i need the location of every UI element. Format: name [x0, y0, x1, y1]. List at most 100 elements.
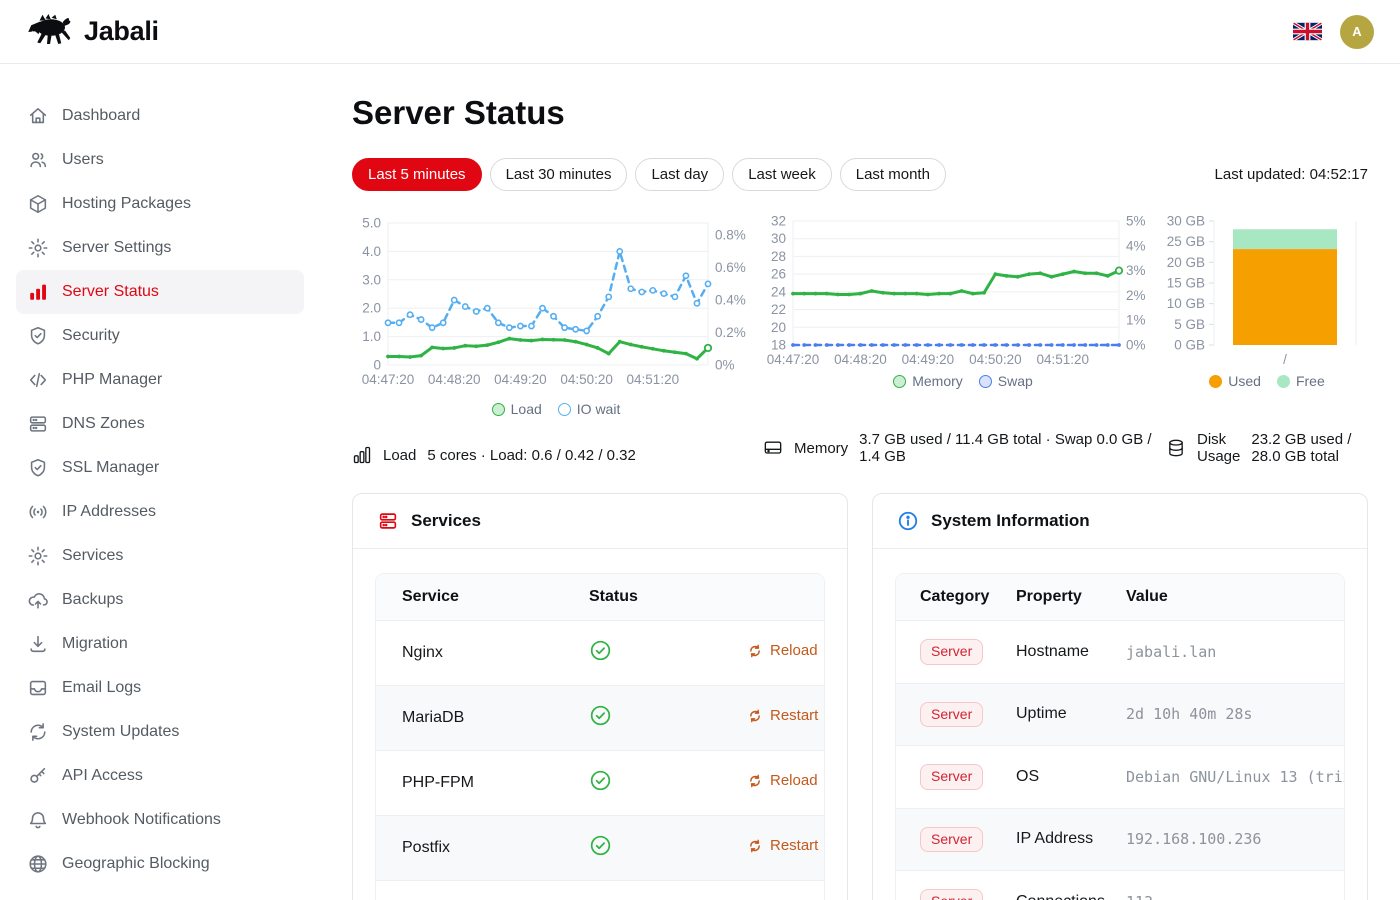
- svg-text:3.0: 3.0: [362, 272, 381, 287]
- sidebar-item-api-access[interactable]: API Access: [16, 754, 304, 798]
- property-value: jabali.lan: [1126, 621, 1344, 684]
- svg-text:0: 0: [373, 358, 381, 373]
- svg-text:0.4%: 0.4%: [715, 293, 746, 308]
- memory-chart-legend-memory[interactable]: Memory: [893, 373, 963, 389]
- sidebar-item-ssl-manager[interactable]: SSL Manager: [16, 446, 304, 490]
- metric-label: Disk Usage: [1197, 431, 1240, 465]
- status-running: [589, 639, 612, 662]
- info-circle-icon: [897, 510, 919, 532]
- sidebar-item-services[interactable]: Services: [16, 534, 304, 578]
- sidebar-item-server-status[interactable]: Server Status: [16, 270, 304, 314]
- svg-text:04:49:20: 04:49:20: [902, 352, 955, 367]
- check-circle-icon: [589, 704, 612, 727]
- download-icon: [27, 633, 49, 655]
- svg-text:2%: 2%: [1126, 288, 1146, 303]
- sidebar-item-geographic-blocking[interactable]: Geographic Blocking: [16, 842, 304, 886]
- brand[interactable]: Jabali: [26, 12, 159, 51]
- navbar: Jabali A: [0, 0, 1400, 64]
- svg-text:0%: 0%: [1126, 338, 1146, 353]
- memory-metric: Memory3.7 GB used / 11.4 GB total · Swap…: [763, 431, 1163, 465]
- refresh-small-icon: [747, 643, 763, 659]
- globe-icon: [27, 853, 49, 875]
- sidebar-item-users[interactable]: Users: [16, 138, 304, 182]
- disk-chart-legend-used[interactable]: Used: [1209, 373, 1261, 389]
- time-range-last-day[interactable]: Last day: [635, 158, 724, 191]
- reload-php-fpm-button[interactable]: Reload: [747, 772, 818, 789]
- category-badge: Server: [920, 827, 983, 853]
- restart-postfix-button[interactable]: Restart: [747, 837, 818, 854]
- svg-text:0%: 0%: [715, 358, 735, 373]
- svg-text:5%: 5%: [1126, 214, 1146, 229]
- sidebar-item-label: Server Status: [62, 283, 159, 301]
- load-chart: 5.04.03.02.01.000.8%0.6%0.4%0.2%0%04:47:…: [352, 213, 760, 391]
- svg-text:0.8%: 0.8%: [715, 228, 746, 243]
- services-card-header: Services: [353, 494, 847, 549]
- property-value: 2d 10h 40m 28s: [1126, 683, 1344, 746]
- sidebar-item-dns-zones[interactable]: DNS Zones: [16, 402, 304, 446]
- avatar[interactable]: A: [1340, 15, 1374, 49]
- sidebar-item-ip-addresses[interactable]: IP Addresses: [16, 490, 304, 534]
- refresh-small-icon: [747, 838, 763, 854]
- sidebar-item-php-manager[interactable]: PHP Manager: [16, 358, 304, 402]
- metric-value: 5 cores · Load: 0.6 / 0.42 / 0.32: [427, 447, 635, 464]
- sidebar-item-email-logs[interactable]: Email Logs: [16, 666, 304, 710]
- action-label: Reload: [770, 772, 818, 789]
- svg-text:22: 22: [771, 302, 786, 317]
- property-name: IP Address: [1016, 808, 1126, 871]
- reload-nginx-button[interactable]: Reload: [747, 642, 818, 659]
- broadcast-icon: [27, 501, 49, 523]
- bell-icon: [27, 809, 49, 831]
- property-value: 113: [1126, 871, 1344, 900]
- category-badge: Server: [920, 702, 983, 728]
- status-running: [589, 769, 612, 792]
- svg-text:10 GB: 10 GB: [1167, 296, 1205, 311]
- legend-dot: [979, 375, 992, 388]
- time-range-last-5-minutes[interactable]: Last 5 minutes: [352, 158, 482, 191]
- service-row-php-fpm: PHP-FPMReload: [376, 751, 824, 816]
- time-range-last-30-minutes[interactable]: Last 30 minutes: [490, 158, 628, 191]
- sidebar-item-migration[interactable]: Migration: [16, 622, 304, 666]
- restart-mariadb-button[interactable]: Restart: [747, 707, 818, 724]
- sidebar-item-label: SSL Manager: [62, 459, 159, 477]
- sidebar-item-webhook-notifications[interactable]: Webhook Notifications: [16, 798, 304, 842]
- cloud-upload-icon: [27, 589, 49, 611]
- legend-label: Memory: [912, 373, 963, 389]
- system-info-table: CategoryPropertyValue ServerHostnamejaba…: [895, 573, 1345, 900]
- property-name: Uptime: [1016, 683, 1126, 746]
- services-table: ServiceStatus NginxReloadMariaDBRestartP…: [375, 573, 825, 900]
- service-status: [589, 881, 747, 900]
- disk-chart: 30 GB25 GB20 GB15 GB10 GB5 GB0 GB/: [1166, 213, 1368, 369]
- sidebar-item-label: Email Logs: [62, 679, 141, 697]
- last-updated: Last updated: 04:52:17: [1215, 166, 1368, 183]
- sidebar-item-dashboard[interactable]: Dashboard: [16, 94, 304, 138]
- time-range-last-week[interactable]: Last week: [732, 158, 832, 191]
- load-chart-legend-io-wait[interactable]: IO wait: [558, 401, 621, 417]
- home-icon: [27, 105, 49, 127]
- service-row-mariadb: MariaDBRestart: [376, 686, 824, 751]
- boar-logo-icon: [26, 12, 74, 51]
- disk-chart-legend-free[interactable]: Free: [1277, 373, 1325, 389]
- service-status: [589, 686, 747, 751]
- sidebar-item-system-updates[interactable]: System Updates: [16, 710, 304, 754]
- memory-chart-legend-swap[interactable]: Swap: [979, 373, 1033, 389]
- metric-label: Memory: [794, 440, 848, 457]
- sidebar-item-label: Services: [62, 547, 123, 565]
- svg-text:30: 30: [771, 231, 786, 246]
- sidebar-item-backups[interactable]: Backups: [16, 578, 304, 622]
- status-running: [589, 834, 612, 857]
- sidebar-item-security[interactable]: Security: [16, 314, 304, 358]
- svg-text:3%: 3%: [1126, 263, 1146, 278]
- service-name: Dovecot: [376, 881, 589, 900]
- svg-text:0 GB: 0 GB: [1174, 338, 1205, 353]
- uk-flag-icon[interactable]: [1293, 22, 1322, 41]
- sidebar-item-server-settings[interactable]: Server Settings: [16, 226, 304, 270]
- load-chart-legend-load[interactable]: Load: [492, 401, 542, 417]
- column-header: Service: [376, 574, 589, 621]
- page-title: Server Status: [352, 94, 1368, 132]
- sidebar-item-label: Webhook Notifications: [62, 811, 221, 829]
- property-name: Connections: [1016, 871, 1126, 900]
- svg-text:04:49:20: 04:49:20: [494, 372, 547, 387]
- sidebar-item-hosting-packages[interactable]: Hosting Packages: [16, 182, 304, 226]
- time-range-last-month[interactable]: Last month: [840, 158, 946, 191]
- column-header: Value: [1126, 574, 1344, 621]
